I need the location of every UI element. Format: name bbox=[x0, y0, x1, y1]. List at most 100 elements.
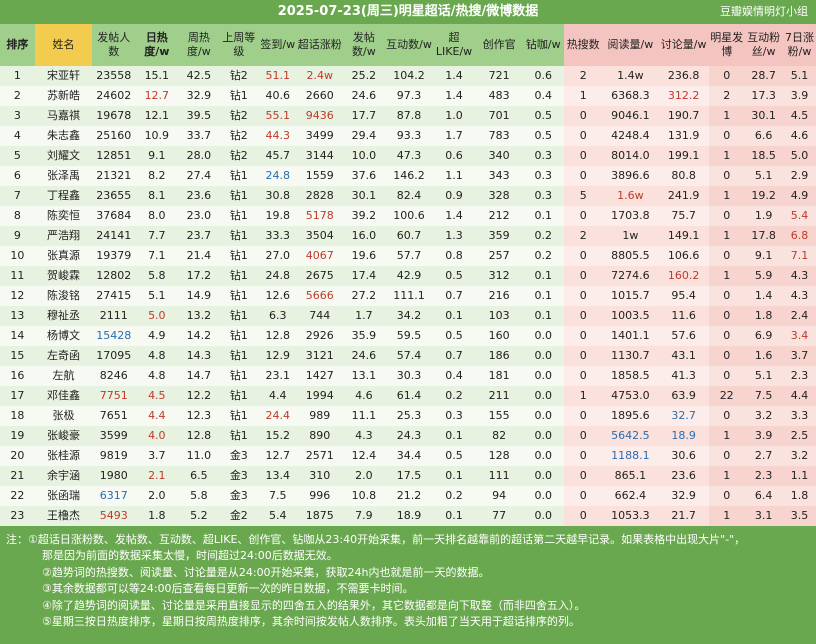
table-cell: 0.0 bbox=[522, 446, 564, 466]
table-cell: 9046.1 bbox=[602, 106, 659, 126]
table-cell: 104.2 bbox=[385, 66, 433, 86]
table-cell: 0 bbox=[563, 506, 603, 526]
table-cell: 0 bbox=[563, 346, 603, 366]
table-cell: 3.9 bbox=[744, 426, 784, 446]
table-cell: 0 bbox=[563, 246, 603, 266]
table-cell: 1 bbox=[709, 186, 745, 206]
table-cell: 15.2 bbox=[258, 426, 298, 446]
table-cell: 1875 bbox=[297, 506, 343, 526]
table-cell: 17.8 bbox=[744, 226, 784, 246]
table-cell: 17.3 bbox=[744, 86, 784, 106]
table-cell: 4.8 bbox=[135, 366, 179, 386]
column-header: 钻咖/w bbox=[522, 24, 564, 66]
table-cell: 35.9 bbox=[342, 326, 386, 346]
table-cell: 57.6 bbox=[658, 326, 710, 346]
table-cell: 4.3 bbox=[342, 426, 386, 446]
table-cell: 8.2 bbox=[135, 166, 179, 186]
table-cell: 33.7 bbox=[178, 126, 220, 146]
table-cell: 0.7 bbox=[432, 346, 476, 366]
name-cell: 余宇涵 bbox=[34, 466, 93, 486]
name-cell: 刘耀文 bbox=[34, 146, 93, 166]
table-row: 5 刘耀文 12851 9.1 28.0 钻2 45.7 3144 10.0 47.3 0.6 340… bbox=[0, 146, 816, 166]
table-cell: 13.4 bbox=[258, 466, 298, 486]
table-row: 2 苏新皓 24602 12.7 32.9 钻1 40.6 2660 24.6 97.3 1.4 48… bbox=[0, 86, 816, 106]
table-cell: 钻1 bbox=[219, 166, 259, 186]
table-cell: 7.1 bbox=[135, 246, 179, 266]
table-cell: 0 bbox=[563, 426, 603, 446]
table-row: 23 王橹杰 5493 1.8 5.2 金2 5.4 1875 7.9 18.9 0.1 77 0.0 0… bbox=[0, 506, 816, 526]
table-row: 3 马嘉祺 19678 12.1 39.5 钻2 55.1 9436 17.7 87.8 1.0 70… bbox=[0, 106, 816, 126]
table-cell: 1.6 bbox=[744, 346, 784, 366]
table-cell: 12.3 bbox=[178, 406, 220, 426]
table-cell: 0 bbox=[709, 346, 745, 366]
table-cell: 5.1 bbox=[135, 286, 179, 306]
table-cell: 33.3 bbox=[258, 226, 298, 246]
table-cell: 75.7 bbox=[658, 206, 710, 226]
table-cell: 1130.7 bbox=[602, 346, 659, 366]
column-header: 上周等级 bbox=[219, 24, 259, 66]
table-cell: 5.2 bbox=[178, 506, 220, 526]
table-cell: 106.6 bbox=[658, 246, 710, 266]
rank-cell: 8 bbox=[0, 206, 35, 226]
table-cell: 95.4 bbox=[658, 286, 710, 306]
table-cell: 1.9 bbox=[744, 206, 784, 226]
table-cell: 6.8 bbox=[783, 226, 816, 246]
table-cell: 3599 bbox=[92, 426, 136, 446]
table-cell: 7274.6 bbox=[602, 266, 659, 286]
table-cell: 13.1 bbox=[342, 366, 386, 386]
table-cell: 0.9 bbox=[432, 186, 476, 206]
table-cell: 1 bbox=[709, 146, 745, 166]
rank-cell: 10 bbox=[0, 246, 35, 266]
table-cell: 0 bbox=[709, 166, 745, 186]
table-cell: 0.1 bbox=[522, 266, 564, 286]
table-cell: 0.1 bbox=[522, 206, 564, 226]
table-cell: 94 bbox=[475, 486, 523, 506]
table-cell: 783 bbox=[475, 126, 523, 146]
table-cell: 43.1 bbox=[658, 346, 710, 366]
table-cell: 11.6 bbox=[658, 306, 710, 326]
table-cell: 3.1 bbox=[744, 506, 784, 526]
table-cell: 25160 bbox=[92, 126, 136, 146]
table-cell: 5642.5 bbox=[602, 426, 659, 446]
note-line: ③其余数据都可以等24:00后查看每日更新一次的昨日数据，不需要卡时间。 bbox=[42, 582, 414, 596]
rank-cell: 15 bbox=[0, 346, 35, 366]
table-cell: 21.2 bbox=[385, 486, 433, 506]
table-cell: 100.6 bbox=[385, 206, 433, 226]
table-cell: 19.8 bbox=[258, 206, 298, 226]
table-cell: 10.9 bbox=[135, 126, 179, 146]
table-cell: 17.5 bbox=[385, 466, 433, 486]
note-line: ②趋势词的热搜数、阅读量、讨论量是从24:00开始采集，获取24h内也就是前一天… bbox=[42, 565, 490, 579]
rank-cell: 16 bbox=[0, 366, 35, 386]
table-cell: 24.6 bbox=[342, 346, 386, 366]
rank-cell: 21 bbox=[0, 466, 35, 486]
table-row: 20 张桂源 9819 3.7 11.0 金3 12.7 2571 12.4 34.4 0.5 128… bbox=[0, 446, 816, 466]
table-cell: 60.7 bbox=[385, 226, 433, 246]
table-cell: 865.1 bbox=[602, 466, 659, 486]
table-cell: 0.4 bbox=[522, 86, 564, 106]
table-cell: 721 bbox=[475, 66, 523, 86]
table-cell: 3144 bbox=[297, 146, 343, 166]
table-cell: 12.8 bbox=[258, 326, 298, 346]
table-cell: 27.2 bbox=[342, 286, 386, 306]
table-cell: 1 bbox=[709, 266, 745, 286]
table-cell: 40.6 bbox=[258, 86, 298, 106]
table-cell: 0 bbox=[563, 166, 603, 186]
table-cell: 1.8 bbox=[783, 486, 816, 506]
table-cell: 2.4w bbox=[297, 66, 343, 86]
table-cell: 0 bbox=[563, 466, 603, 486]
table-cell: 0.0 bbox=[522, 346, 564, 366]
table-cell: 1994 bbox=[297, 386, 343, 406]
table-cell: 1.4 bbox=[432, 206, 476, 226]
table-cell: 1895.6 bbox=[602, 406, 659, 426]
table-cell: 6.6 bbox=[744, 126, 784, 146]
table-cell: 0.0 bbox=[522, 386, 564, 406]
table-header-row: 排序 姓名 发帖人数 日热度/w 周热度/w 上周等级 签到/w 超话涨粉 发帖数/w 互动数/w… bbox=[0, 24, 816, 66]
table-cell: 1.3 bbox=[432, 226, 476, 246]
table-cell: 343 bbox=[475, 166, 523, 186]
table-cell: 1.4 bbox=[744, 286, 784, 306]
table-cell: 6.3 bbox=[258, 306, 298, 326]
table-cell: 7.5 bbox=[258, 486, 298, 506]
column-header: 排序 bbox=[0, 24, 35, 66]
table-row: 18 张极 7651 4.4 12.3 钻1 24.4 989 11.1 25.3 0.3 155 0.… bbox=[0, 406, 816, 426]
table-cell: 0 bbox=[709, 306, 745, 326]
